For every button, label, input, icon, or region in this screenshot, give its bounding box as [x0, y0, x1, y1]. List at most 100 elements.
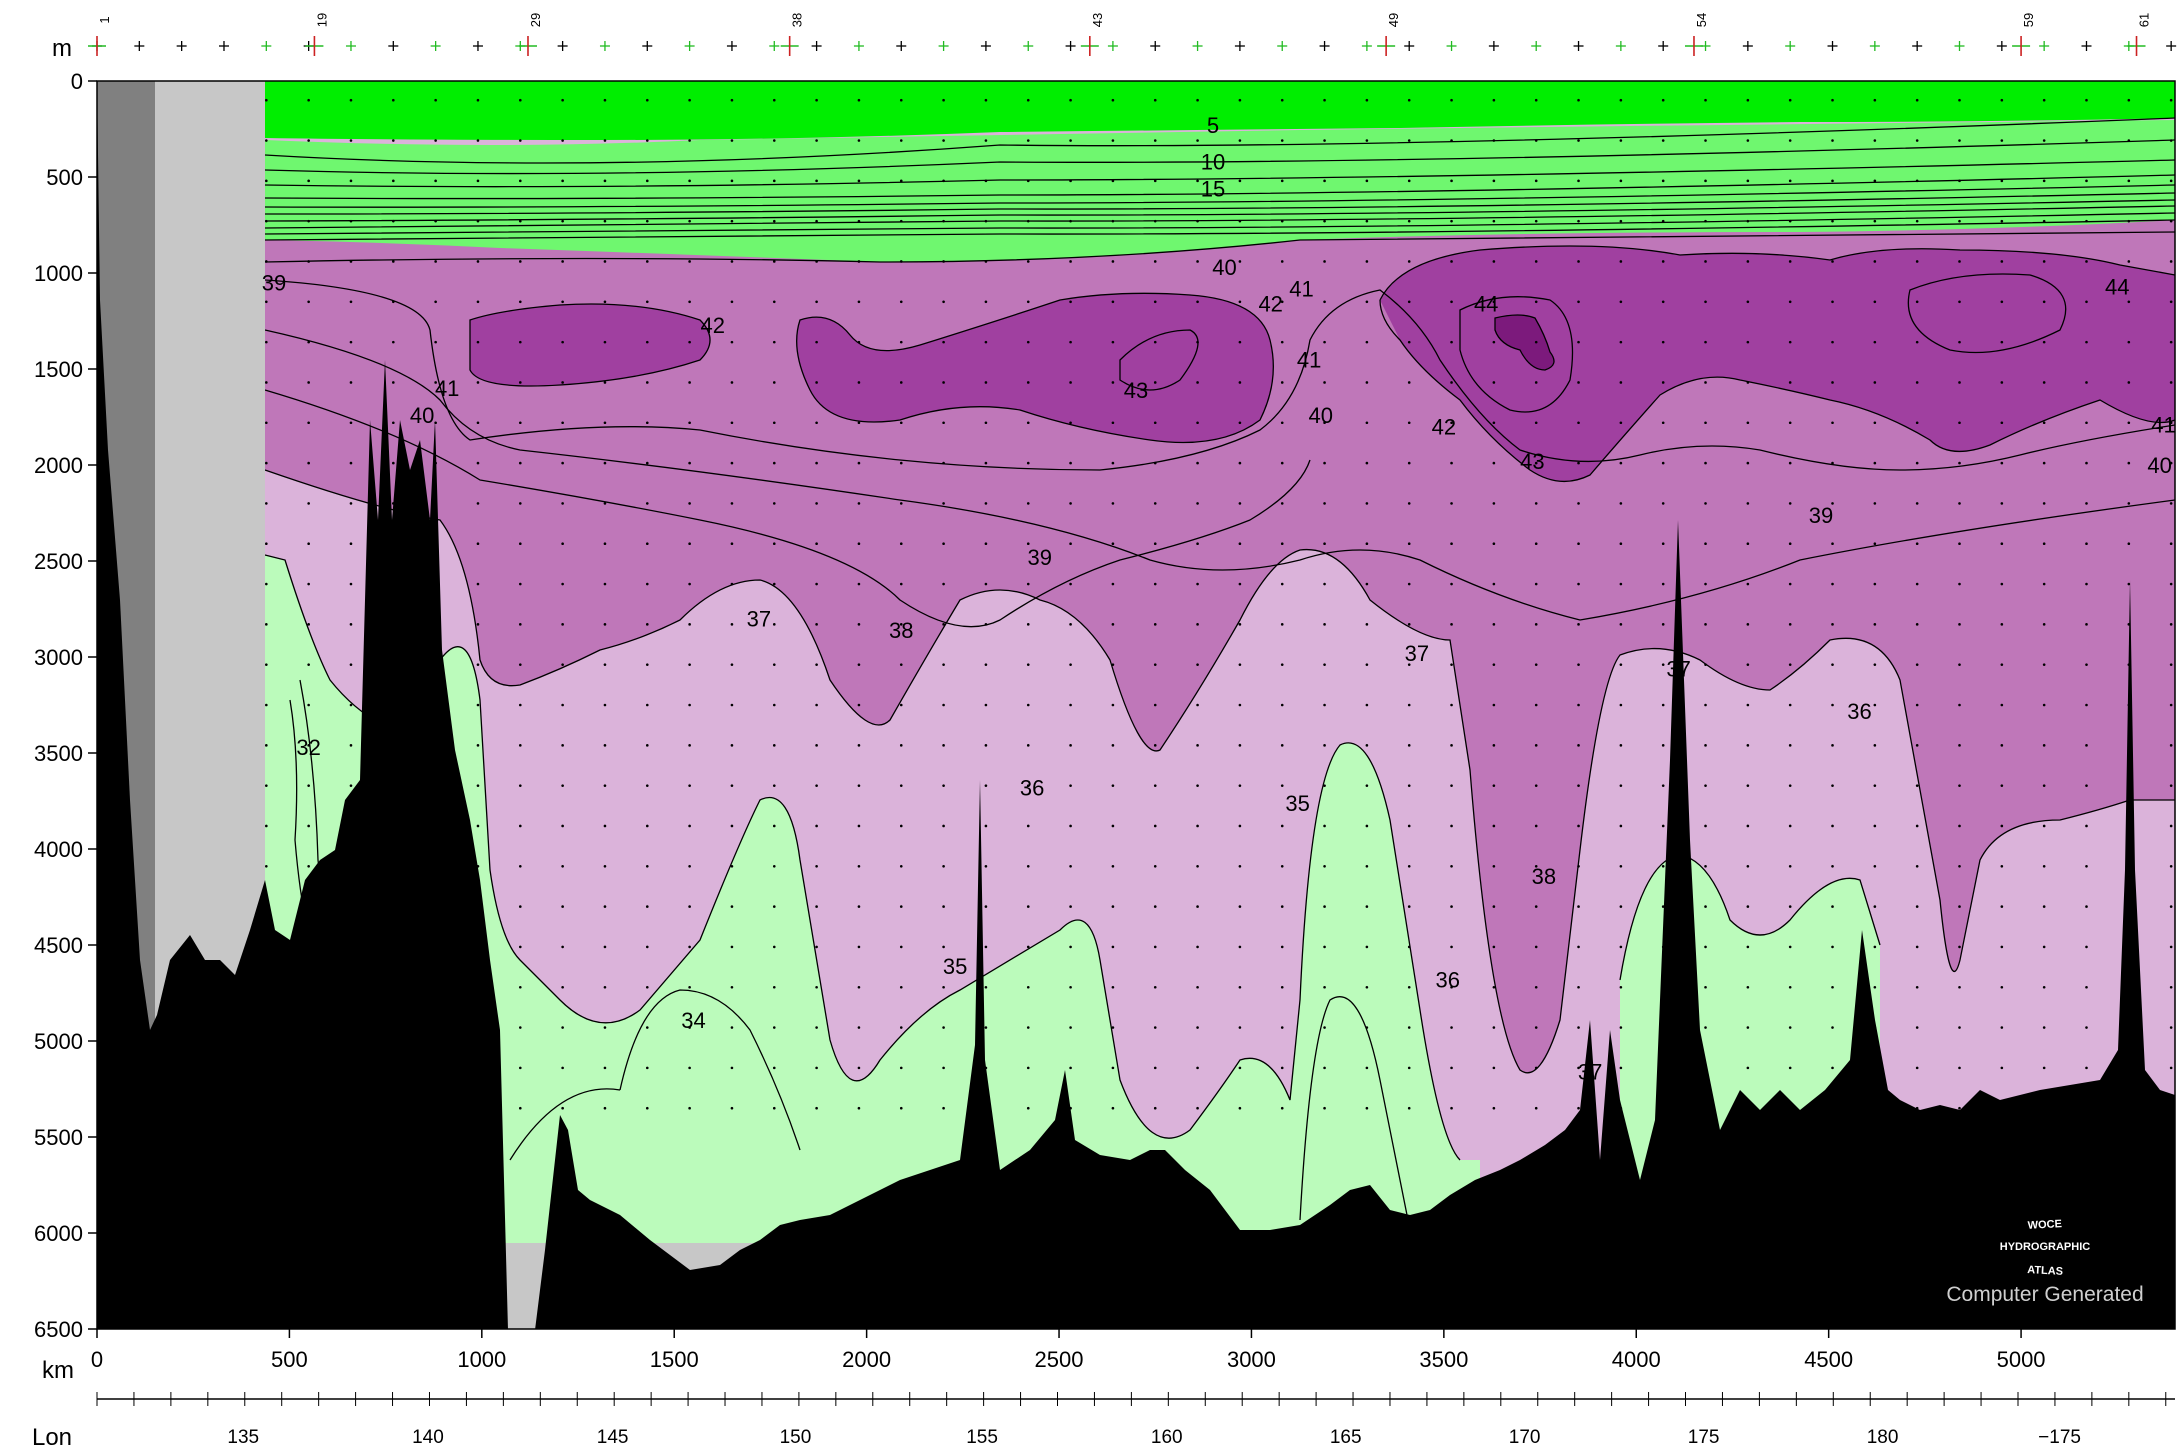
station-label: 49 [1386, 13, 1401, 27]
sample-dot [476, 623, 480, 626]
sample-dot [1323, 784, 1326, 787]
sample-dot [1577, 945, 1580, 949]
sample-dot [476, 300, 480, 304]
sample-dot [1619, 542, 1623, 546]
sample-dot [688, 623, 691, 626]
sample-dot [1492, 824, 1496, 828]
sample-dot [1069, 945, 1072, 949]
sample-dot [476, 784, 480, 787]
sample-dot [645, 824, 649, 828]
sample-dot [730, 1106, 734, 1110]
sample-dot [1026, 98, 1030, 102]
sample-dot [1831, 219, 1834, 223]
sample-dot [1153, 421, 1157, 425]
sample-dot [1577, 461, 1580, 465]
sample-dot [645, 340, 649, 344]
sample-dot [815, 139, 818, 142]
sample-dot [1196, 945, 1199, 949]
sample-dot [1873, 1066, 1877, 1070]
sample-dot [857, 300, 861, 304]
sample-dot [1450, 98, 1453, 102]
sample-dot [476, 1106, 480, 1110]
sample-dot [1619, 260, 1623, 263]
sample-dot [1704, 985, 1707, 989]
sample-dot [603, 744, 607, 747]
sample-dot [1323, 461, 1326, 465]
sample-dot [1280, 381, 1284, 384]
sample-dot [1958, 381, 1961, 384]
sample-dot [561, 260, 564, 263]
sample-dot [1873, 179, 1877, 183]
sample-dot [2042, 985, 2046, 989]
sample-dot [1661, 905, 1665, 908]
sample-dot [1196, 582, 1199, 586]
sample-dot [434, 542, 437, 546]
sample-dot [1915, 703, 1919, 707]
sample-dot [1492, 381, 1496, 384]
sample-dot [1111, 219, 1115, 223]
sample-dot [730, 179, 734, 183]
sample-dot [2000, 1026, 2004, 1029]
sample-dot [1407, 623, 1411, 626]
sample-dot [2169, 381, 2173, 384]
sample-dot [2169, 1026, 2173, 1029]
sample-dot [392, 582, 395, 586]
sample-dot [2127, 260, 2131, 263]
sample-dot [645, 703, 649, 707]
sample-dot [1577, 260, 1580, 263]
sample-dot [1111, 824, 1115, 828]
sample-dot [603, 824, 607, 828]
sample-dot [1831, 260, 1834, 263]
fill-region-purple [265, 190, 2175, 1073]
sample-dot [1492, 461, 1496, 465]
sample-dot [942, 542, 945, 546]
sample-dot [1026, 219, 1030, 223]
sample-dot [1534, 502, 1538, 505]
sample-dot [1577, 663, 1580, 666]
sample-dot [984, 421, 988, 425]
sample-dot [2000, 744, 2004, 747]
sample-dot [1915, 340, 1919, 344]
sample-dot [1873, 542, 1877, 546]
x-tick-label: 3000 [1227, 1347, 1276, 1372]
sample-dot [392, 623, 395, 626]
sample-dot [1534, 663, 1538, 666]
sample-dot [1746, 1026, 1750, 1029]
sample-dot [1450, 1026, 1453, 1029]
sample-dot [1450, 421, 1453, 425]
sample-dot [688, 542, 691, 546]
sample-dot [942, 260, 945, 263]
sample-dot [1407, 98, 1411, 102]
sample-dot [1450, 945, 1453, 949]
sample-dot [815, 663, 818, 666]
sample-dot [2127, 421, 2131, 425]
sample-dot [1831, 179, 1834, 183]
sample-dot [1577, 623, 1580, 626]
sample-dot [1746, 703, 1750, 707]
sample-dot [1238, 623, 1242, 626]
sample-dot [730, 784, 734, 787]
sample-dot [1450, 744, 1453, 747]
sample-dot [1111, 98, 1115, 102]
sample-dot [1492, 139, 1496, 142]
contour-label: 15 [1201, 177, 1225, 202]
sample-dot [1196, 219, 1199, 223]
sample-dot [1196, 461, 1199, 465]
sample-dot [2169, 905, 2173, 908]
y-tick-label: 6500 [34, 1317, 83, 1342]
sample-dot [1661, 219, 1665, 223]
sample-dot [857, 623, 861, 626]
sample-dot [476, 864, 480, 868]
sample-dot [2000, 260, 2004, 263]
sample-dot [1577, 219, 1580, 223]
sample-dot [688, 461, 691, 465]
sample-dot [772, 824, 776, 828]
sample-dot [1153, 1066, 1157, 1070]
sample-dot [518, 461, 522, 465]
sample-dot [2085, 1106, 2088, 1110]
lon-axis-title: Lon [32, 1424, 72, 1451]
sample-dot [815, 784, 818, 787]
sample-dot [645, 1066, 649, 1070]
